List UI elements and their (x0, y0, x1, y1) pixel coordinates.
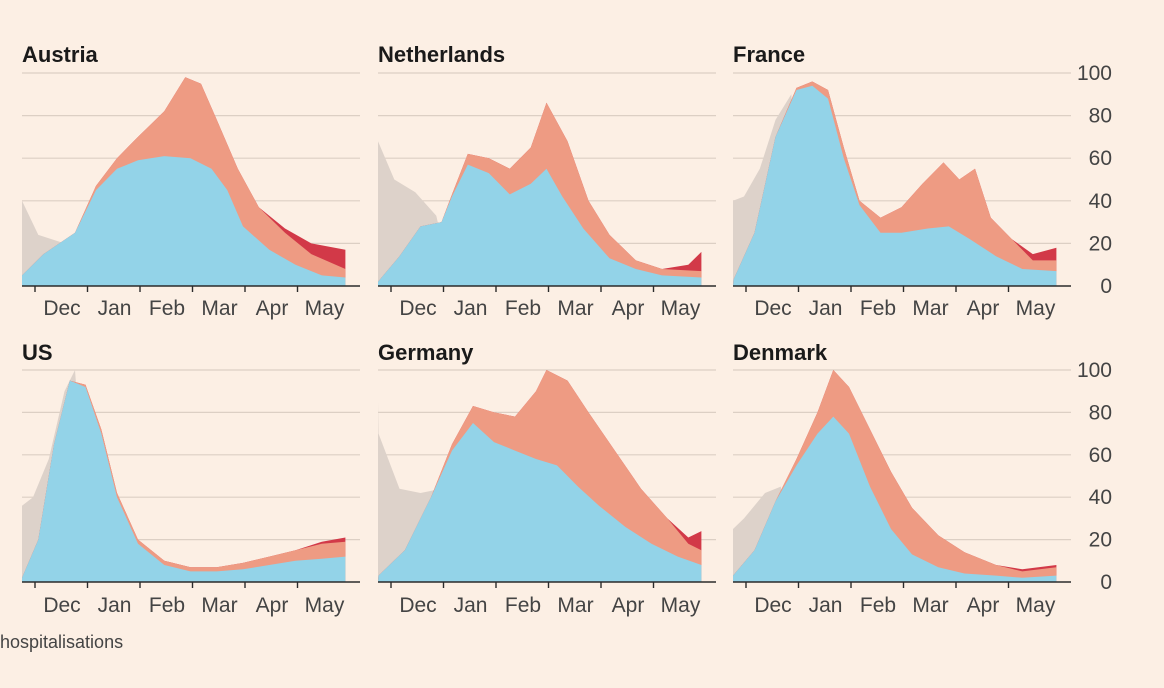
x-tick-label: May (661, 594, 701, 617)
x-tick-label: Jan (98, 297, 132, 320)
x-tick-label: Feb (860, 594, 896, 617)
panel-netherlands: Netherlands Dec Jan Feb Mar Apr May (378, 42, 716, 320)
grey-area (22, 119, 86, 287)
x-tick-label: Mar (912, 297, 948, 320)
x-tick-label: Feb (860, 297, 896, 320)
x-tick-label: May (1016, 594, 1056, 617)
y-tick-label: 40 (1089, 486, 1112, 509)
x-tick-label: Mar (557, 297, 593, 320)
panel-title: Netherlands (378, 42, 505, 67)
panel-us: US Dec Jan Feb Mar Apr May (22, 340, 360, 617)
blue-area (378, 423, 702, 582)
x-tick-label: Jan (454, 297, 488, 320)
x-tick-label: Mar (201, 297, 237, 320)
y-tick-label: 80 (1089, 401, 1112, 424)
y-tick-label: 20 (1089, 232, 1112, 255)
panel-france: France Dec Jan Feb Mar Apr May 0 20 40 60 80 100 (733, 42, 1112, 320)
blue-area (22, 380, 346, 582)
x-tick-label: Feb (505, 297, 541, 320)
x-tick-label: Mar (201, 594, 237, 617)
x-tick-label: Mar (912, 594, 948, 617)
x-tick-label: May (305, 297, 345, 320)
panel-title: France (733, 42, 805, 67)
footer-note: hospitalisations (0, 632, 124, 652)
x-tick-label: Mar (557, 594, 593, 617)
x-tick-label: Jan (454, 594, 488, 617)
x-tick-label: May (661, 297, 701, 320)
y-tick-label: 40 (1089, 190, 1112, 213)
y-tick-label: 60 (1089, 147, 1112, 170)
blue-area (378, 164, 702, 286)
blue-area (733, 416, 1057, 582)
panel-title: Austria (22, 42, 99, 67)
y-tick-label: 20 (1089, 529, 1112, 552)
panel-denmark: Denmark Dec Jan Feb Mar Apr May 0 20 40 60 80 100 (733, 340, 1112, 617)
x-tick-label: Feb (149, 297, 185, 320)
y-tick-label: 0 (1100, 571, 1112, 594)
x-tick-label: May (305, 594, 345, 617)
x-tick-label: Dec (43, 594, 80, 617)
y-tick-label: 60 (1089, 444, 1112, 467)
y-tick-label: 80 (1089, 105, 1112, 128)
panel-title: Germany (378, 340, 474, 365)
x-tick-label: Jan (809, 594, 843, 617)
blue-area (22, 156, 346, 286)
x-tick-label: Apr (967, 297, 1000, 320)
x-tick-label: Apr (256, 594, 289, 617)
x-tick-label: Dec (754, 297, 791, 320)
x-tick-label: Dec (43, 297, 80, 320)
x-tick-label: Dec (399, 297, 436, 320)
x-tick-label: May (1016, 297, 1056, 320)
x-tick-label: Apr (967, 594, 1000, 617)
panel-title: US (22, 340, 53, 365)
y-tick-label: 0 (1100, 275, 1112, 298)
x-tick-label: Apr (612, 297, 645, 320)
panel-title: Denmark (733, 340, 828, 365)
y-tick-label: 100 (1077, 359, 1112, 382)
x-tick-label: Dec (754, 594, 791, 617)
x-tick-label: Apr (256, 297, 289, 320)
x-tick-label: Feb (505, 594, 541, 617)
x-tick-label: Jan (98, 594, 132, 617)
y-tick-label: 100 (1077, 62, 1112, 85)
blue-area (733, 85, 1057, 286)
x-tick-label: Jan (809, 297, 843, 320)
panel-germany: Germany Dec Jan Feb Mar Apr May (378, 340, 716, 617)
x-tick-label: Feb (149, 594, 185, 617)
x-tick-label: Apr (612, 594, 645, 617)
panel-austria: Austria Dec Jan Feb Mar Apr May (22, 42, 360, 320)
x-tick-label: Dec (399, 594, 436, 617)
